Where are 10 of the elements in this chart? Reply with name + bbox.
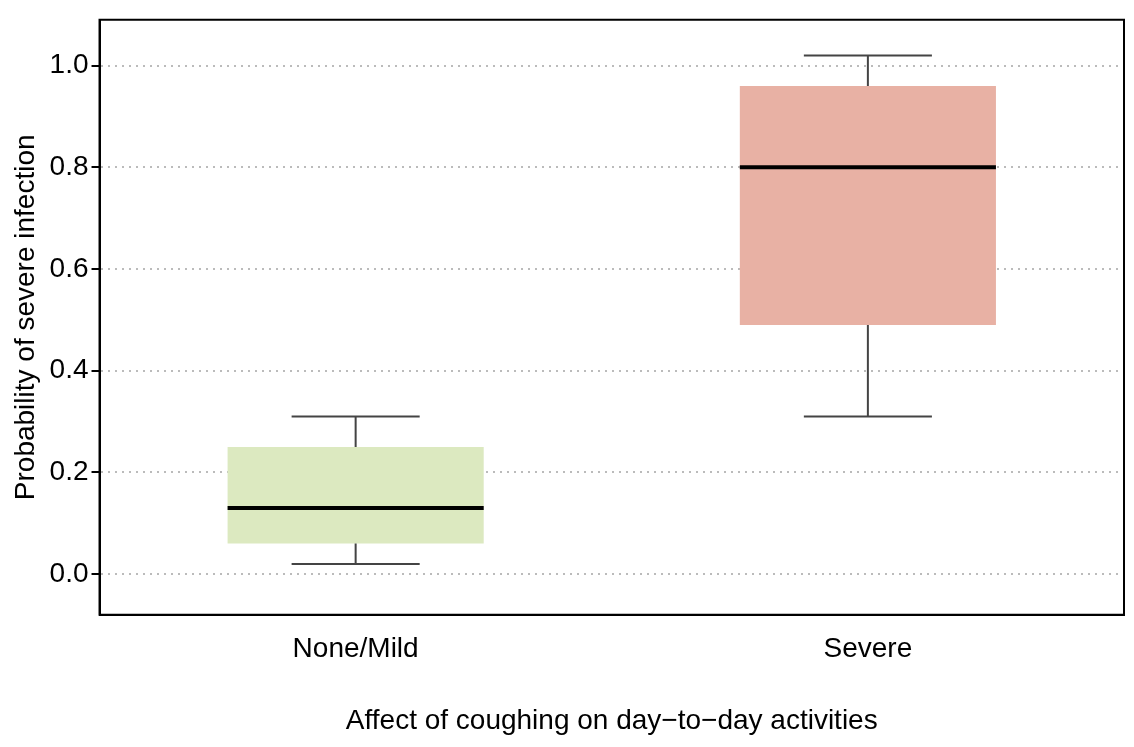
x-axis-title: Affect of coughing on day−to−day activities [345,703,878,735]
y-axis-title: Probability of severe infection [8,134,40,501]
x-tick-label: Severe [823,632,913,664]
x-tick-label: None/Mild [292,632,419,664]
y-tick-label: 0.4 [49,353,89,385]
y-tick-label: 0.8 [49,150,89,181]
y-tick-label: 0.2 [49,455,89,487]
y-tick-label: 0.6 [49,251,89,283]
y-tick-label: 1.0 [49,48,89,80]
y-tick-label: 0.0 [49,556,89,588]
